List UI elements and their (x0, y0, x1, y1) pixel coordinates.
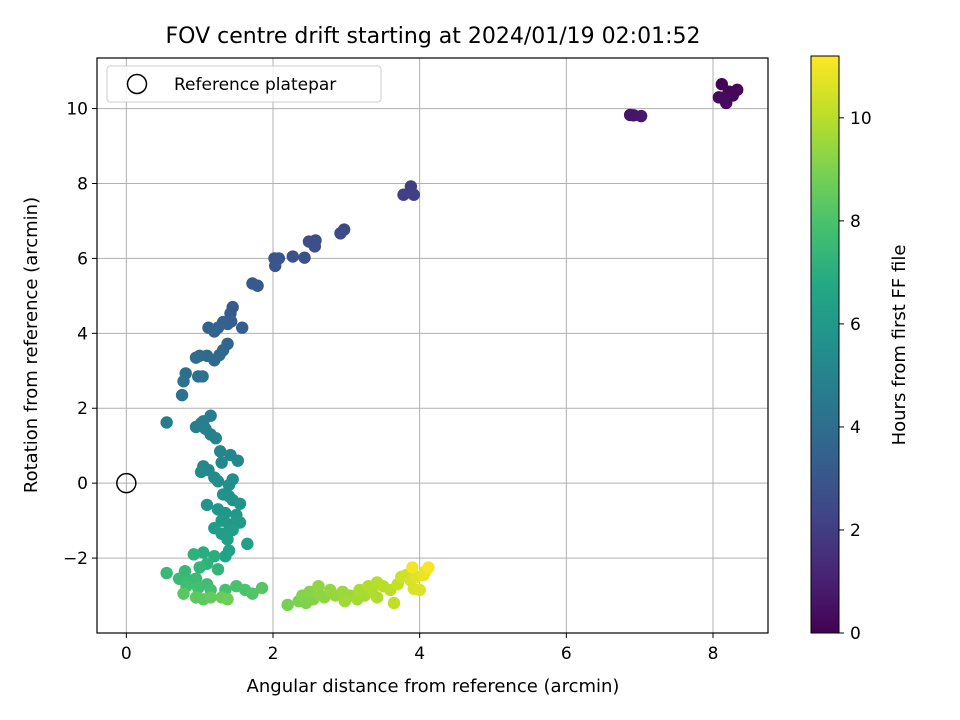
data-point (160, 416, 173, 429)
data-point (194, 465, 208, 479)
y-tick-label: 8 (77, 174, 88, 194)
data-point (286, 250, 299, 263)
data-point (160, 566, 173, 580)
data-point (255, 581, 269, 595)
data-point (338, 594, 352, 608)
colorbar: 0 2 4 6 8 10 Hours from first FF file (810, 55, 910, 644)
y-tick-label: −2 (63, 549, 88, 569)
y-tick-label: 4 (77, 324, 88, 344)
data-point (312, 579, 325, 593)
data-point (219, 550, 232, 563)
x-tick-label: 2 (268, 644, 279, 664)
data-point (246, 587, 259, 600)
y-axis-label: Rotation from reference (arcmin) (21, 197, 42, 493)
reference-platepar-marker (116, 472, 137, 494)
data-point (189, 351, 203, 364)
x-tick-label: 4 (414, 644, 425, 664)
x-axis-ticks: 0 2 4 6 8 (121, 633, 718, 664)
chart-title: FOV centre drift starting at 2024/01/19 … (166, 24, 701, 49)
colorbar-tick-label: 4 (850, 418, 861, 438)
data-point (387, 596, 401, 610)
grid (97, 58, 768, 633)
data-point (211, 563, 225, 576)
legend: Reference platepar (106, 65, 382, 103)
data-point (189, 420, 203, 434)
legend-box (106, 65, 382, 103)
data-points (160, 78, 744, 612)
y-tick-label: 6 (77, 249, 88, 269)
y-tick-label: 10 (66, 100, 88, 120)
legend-entry-reference: Reference platepar (174, 75, 336, 95)
data-point (211, 475, 225, 488)
data-point (208, 325, 221, 338)
data-point (192, 581, 205, 595)
data-point (231, 454, 244, 467)
data-point (221, 533, 234, 546)
reference-marker (116, 472, 137, 494)
data-point (175, 388, 189, 402)
data-point (406, 561, 419, 574)
y-tick-label: 0 (77, 474, 88, 494)
data-point (298, 251, 311, 264)
data-point (226, 523, 239, 537)
data-point (222, 478, 236, 492)
data-point (209, 432, 222, 445)
data-point (422, 561, 435, 574)
data-point (236, 321, 249, 334)
data-point (214, 445, 227, 458)
legend-marker-icon (126, 73, 148, 95)
data-point (281, 598, 294, 612)
data-point (196, 370, 209, 383)
colorbar-tick-label: 10 (850, 109, 872, 129)
colorbar-tick-label: 2 (850, 521, 861, 541)
x-tick-label: 6 (561, 644, 572, 664)
x-tick-label: 8 (708, 644, 719, 664)
data-point (204, 591, 217, 604)
data-point (177, 587, 190, 600)
data-point (334, 227, 347, 240)
data-point (193, 561, 206, 574)
data-point (717, 91, 731, 104)
x-tick-label: 0 (121, 644, 132, 664)
data-point (308, 240, 321, 253)
data-point (187, 548, 200, 561)
data-point (241, 537, 254, 551)
colorbar-tick-label: 8 (850, 212, 861, 232)
data-point (370, 591, 384, 604)
data-point (251, 279, 264, 292)
data-point (189, 572, 203, 585)
data-point (197, 546, 210, 559)
data-point (413, 583, 426, 597)
plot-frame (96, 57, 769, 634)
y-tick-label: 2 (77, 399, 88, 419)
data-point (221, 593, 234, 606)
colorbar-gradient (810, 55, 840, 634)
data-point (233, 497, 247, 510)
colorbar-tick-label: 0 (850, 624, 861, 644)
colorbar-tick-label: 6 (850, 315, 861, 335)
data-point (177, 375, 190, 388)
colorbar-label: Hours from first FF file (889, 245, 910, 446)
data-point (200, 498, 214, 512)
data-point (407, 188, 420, 201)
data-point (397, 188, 410, 201)
data-point (215, 456, 228, 469)
data-point (269, 259, 282, 273)
data-point (634, 109, 648, 123)
y-axis-ticks: −2 0 2 4 6 8 10 (63, 100, 97, 569)
x-axis-label: Angular distance from reference (arcmin) (247, 676, 620, 697)
colorbar-ticks: 0 2 4 6 8 10 (839, 109, 872, 644)
